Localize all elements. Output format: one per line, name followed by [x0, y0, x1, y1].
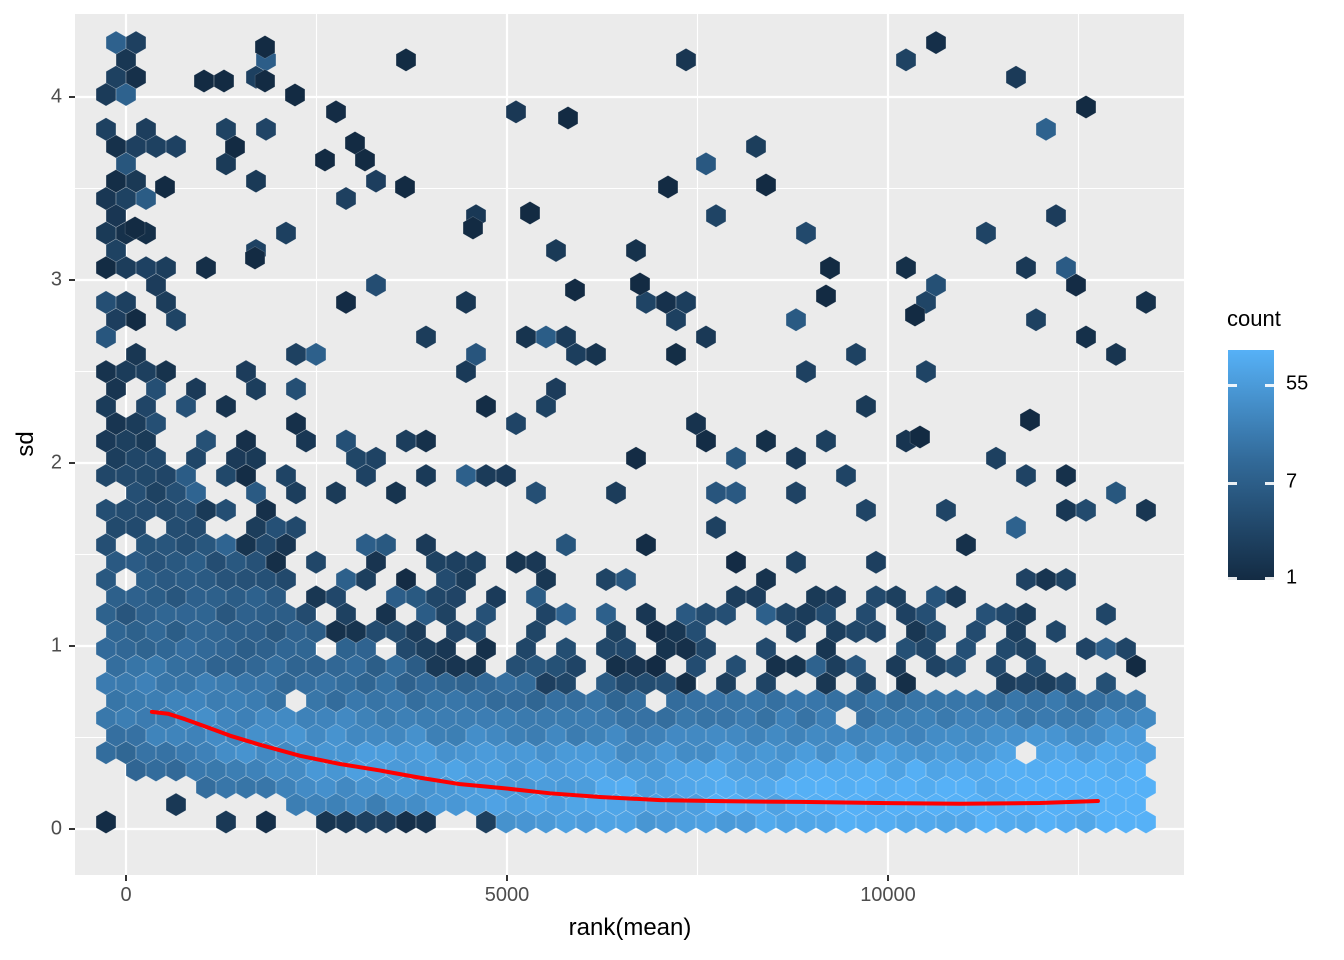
legend-label: 55	[1286, 372, 1309, 395]
axis-tick-marks	[69, 96, 889, 881]
y-tick-label: 0	[50, 817, 62, 840]
legend-tick-mark	[1265, 384, 1274, 387]
legend-tick-mark	[1228, 482, 1237, 485]
y-tick-label: 4	[50, 85, 62, 108]
legend-colorbar	[1228, 350, 1274, 580]
y-tick-label: 1	[50, 634, 62, 657]
smooth-line	[149, 709, 1100, 806]
x-tick-label: 10000	[860, 884, 916, 906]
legend-tick-mark	[1228, 577, 1237, 580]
legend-tick-mark	[1265, 482, 1274, 485]
x-axis-title: rank(mean)	[568, 914, 692, 941]
y-axis-title: sd	[12, 431, 39, 457]
legend-tick-mark	[1228, 384, 1237, 387]
legend-label: 1	[1286, 566, 1298, 589]
y-tick-label: 2	[50, 451, 62, 474]
hexbin-layer	[95, 30, 1157, 834]
legend-title: count	[1227, 306, 1281, 331]
x-tick-label: 5000	[484, 884, 530, 906]
x-tick-label: 0	[120, 884, 132, 906]
legend-label: 7	[1286, 470, 1298, 493]
y-tick-label: 3	[50, 268, 62, 291]
legend-tick-mark	[1265, 577, 1274, 580]
